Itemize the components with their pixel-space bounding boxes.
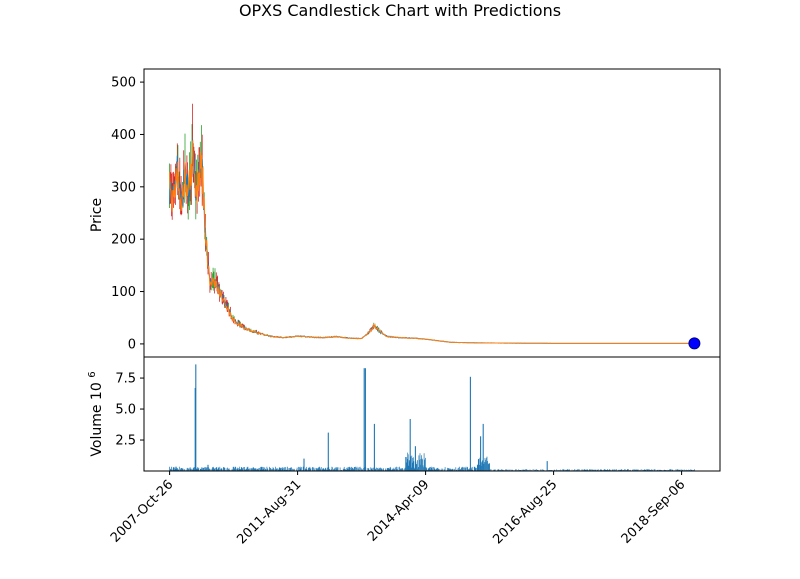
price-y-tick-label: 300 [111,180,136,195]
price-lines [169,139,695,344]
x-tick-label: 2007-Oct-26 [108,477,176,545]
price-y-tick-label: 0 [128,337,136,352]
volume-frame [143,356,721,472]
price-y-ticks: 0 100 200 300 400 500 [111,76,144,352]
x-axis: 2007-Oct-26 2011-Aug-31 2014-Apr-09 2016-Au… [108,471,688,547]
chart-title: OPXS Candlestick Chart with Predictions [239,1,561,20]
x-tick-label: 2018-Sep-06 [619,477,689,547]
volume-y-tick-label: 5.0 [115,403,136,418]
volume-y-tick-label: 2.5 [115,434,136,449]
prediction-marker [688,337,701,350]
price-y-tick-label: 400 [111,128,136,143]
volume-label-text: Volume 10 6 [87,371,105,456]
price-y-tick-label: 500 [111,76,136,91]
volume-y-tick-label: 7.5 [115,372,136,387]
prediction-point [688,337,701,350]
volume-y-ticks: 2.5 5.0 7.5 [115,372,144,449]
close-price-line [169,140,695,344]
price-plot-area [144,69,720,357]
volume-label-power: 6 [87,371,98,377]
volume-label-base: 10 [89,382,105,400]
volume-bars [169,364,695,471]
price-y-tick-label: 100 [111,285,136,300]
x-tick-label: 2014-Apr-09 [365,477,432,544]
price-panel: 0 100 200 300 400 500 Price [89,68,721,358]
price-y-tick-label: 200 [111,233,136,248]
x-tick-label: 2016-Aug-25 [490,477,560,547]
volume-y-axis-label: Volume 10 6 [87,371,105,456]
volume-panel: 2.5 5.0 7.5 Volume 10 6 [87,356,721,472]
volume-label-word: Volume [89,405,105,457]
price-y-axis-label: Price [89,198,105,232]
x-tick-label: 2011-Aug-31 [234,477,304,547]
